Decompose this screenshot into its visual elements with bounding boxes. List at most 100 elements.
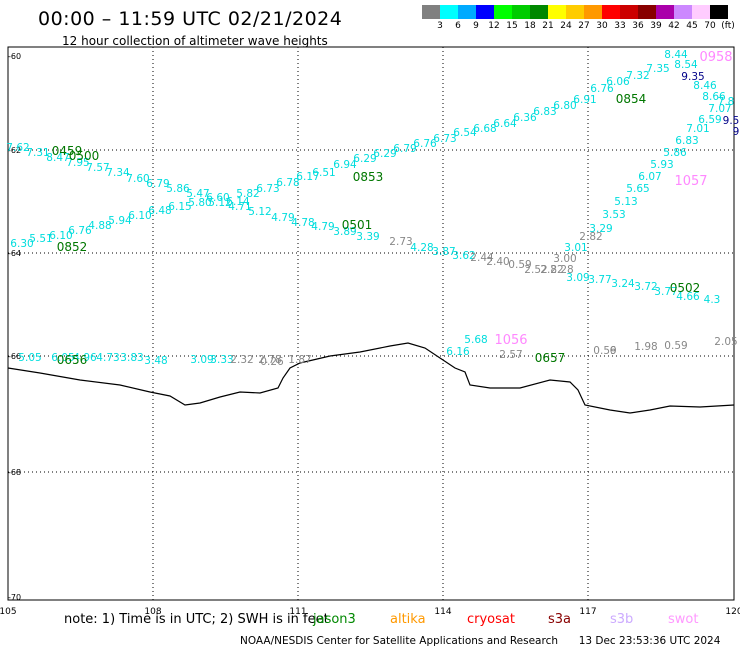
wave-height-label: 2.05 — [714, 336, 737, 348]
colorbar-swatch — [548, 5, 566, 19]
wave-height-label: 7.95 — [66, 157, 89, 169]
wave-height-label: 2.82 — [540, 264, 563, 276]
wave-height-label: 2.82 — [579, 231, 602, 243]
wave-height-label: 6.10 — [49, 230, 72, 242]
colorbar-swatch — [458, 5, 476, 19]
pass-time-label: 1056 — [494, 333, 527, 348]
wave-height-label: 2.32 — [230, 354, 253, 366]
credit-timestamp: 13 Dec 23:53:36 UTC 2024 — [578, 635, 721, 647]
legend-s3b: s3b — [610, 612, 634, 627]
wave-height-label: 0.59 — [508, 259, 531, 271]
wave-height-label: 6.36 — [513, 112, 537, 124]
wave-height-label: 3.62 — [452, 250, 475, 262]
colorbar-label: 3 — [437, 21, 443, 31]
wave-height-label: 2.44 — [470, 252, 494, 264]
wave-height-label: 6.76 — [68, 225, 92, 237]
credit-text: NOAA/NESDIS Center for Satellite Applica… — [240, 635, 558, 647]
wave-height-label: 2.52 — [524, 264, 547, 276]
wave-height-label: 7.34 — [106, 167, 130, 179]
colorbar-label: 18 — [524, 21, 536, 31]
lon-tick-label: 108 — [144, 607, 161, 617]
colorbar-label: 9 — [473, 21, 479, 31]
wave-height-label: 8.54 — [674, 59, 698, 71]
wave-height-label: 6.60 — [206, 192, 229, 204]
legend-cryosat: cryosat — [467, 612, 515, 627]
lat-tick-label: -62 — [8, 146, 21, 155]
wave-height-label: 6.10 — [128, 210, 151, 222]
wave-height-label: 7.32 — [626, 70, 649, 82]
wave-height-label: 2.40 — [486, 256, 509, 268]
wave-height-label: 6.73 — [433, 133, 456, 145]
colorbar-swatch — [638, 5, 656, 19]
wave-height-label: 6.76 — [590, 83, 614, 95]
wave-height-label: 6.05 — [51, 352, 74, 364]
wave-height-label: 5.13 — [614, 196, 637, 208]
pass-time-label: 0656 — [57, 353, 88, 367]
wave-height-label: 3.29 — [589, 223, 612, 235]
wave-height-label: 3.39 — [356, 231, 379, 243]
legend-jason3: jason3 — [313, 612, 356, 627]
lon-tick-label: 117 — [579, 607, 596, 617]
wave-height-label: 6.30 — [10, 238, 33, 250]
wave-height-label: 7.62 — [6, 142, 29, 154]
lon-tick-label: 120 — [725, 607, 740, 617]
coastline — [7, 342, 735, 414]
colorbar-label: 39 — [650, 21, 662, 31]
wave-height-label: 5.80 — [188, 197, 211, 209]
wave-height-label: 6.51 — [312, 167, 335, 179]
wave-height-label: 6.06 — [606, 76, 630, 88]
legend-altika: altika — [390, 612, 426, 627]
colorbar-labels: 3 6 9 12 15 18 21 24 27 30 33 36 39 42 45 70 (ft) — [422, 21, 740, 33]
wave-height-label: 4.78 — [291, 217, 314, 229]
map-frame — [7, 46, 735, 601]
colorbar-label: 42 — [668, 21, 680, 31]
wave-height-label: 6.29 — [373, 148, 396, 160]
wave-height-label: 0.26 — [260, 356, 284, 368]
wave-height-label: 8.66 — [702, 91, 726, 103]
wave-height-label: 7.8 — [718, 96, 735, 108]
wave-height-label: 8.47 — [46, 152, 69, 164]
lat-tick-label: -70 — [8, 593, 21, 602]
pass-time-label: 0958 — [699, 50, 732, 65]
pass-time-label: 0852 — [57, 240, 88, 254]
wave-height-label: 4.96 — [73, 352, 97, 364]
pass-time-label: 1057 — [674, 174, 707, 189]
wave-height-label: 3.01 — [564, 242, 587, 254]
wave-height-label: 5.12 — [248, 206, 271, 218]
wave-height-label: 4.79 — [311, 221, 334, 233]
colorbar-label: 30 — [596, 21, 608, 31]
colorbar-label: (ft) — [721, 21, 735, 31]
pass-time-label: 0500 — [69, 149, 100, 163]
wave-height-label: 2.78 — [258, 354, 281, 366]
wave-height-label: 6.54 — [453, 127, 477, 139]
wave-height-label: 9.35 — [681, 71, 704, 83]
colorbar-label: 21 — [542, 21, 554, 31]
wave-height-label: 6.73 — [256, 183, 279, 195]
wave-height-label: 9 — [733, 126, 740, 138]
wave-height-label: 5.12 — [208, 197, 231, 209]
colorbar-label: 24 — [560, 21, 572, 31]
lat-tick-label: -64 — [8, 249, 21, 258]
wave-height-label: 5.86 — [663, 147, 687, 159]
lat-tick-label: -66 — [8, 352, 21, 361]
wave-height-label: 6.80 — [553, 100, 576, 112]
wave-height-label: 4.3 — [704, 294, 721, 306]
lon-tick-label: 111 — [289, 607, 306, 617]
wave-height-label: 5.51 — [29, 233, 52, 245]
pass-time-label: 0853 — [353, 170, 384, 184]
colorbar-swatch — [530, 5, 548, 19]
pass-time-label: 0459 — [52, 144, 83, 158]
wave-height-label: 6.83 — [533, 106, 556, 118]
colorbar-swatch — [602, 5, 620, 19]
wave-height-label: 4.73 — [96, 352, 119, 364]
wave-height-label: 2.73 — [389, 236, 412, 248]
colorbar-label: 36 — [632, 21, 644, 31]
wave-height-label: 3.53 — [602, 209, 625, 221]
wave-height-label: 6.15 — [168, 201, 191, 213]
lat-tick-label: -68 — [8, 468, 21, 477]
colorbar-label: 27 — [578, 21, 590, 31]
wave-height-label: 6.59 — [698, 114, 721, 126]
colorbar-swatch — [692, 5, 710, 19]
wave-height-label: 1.87 — [288, 354, 311, 366]
